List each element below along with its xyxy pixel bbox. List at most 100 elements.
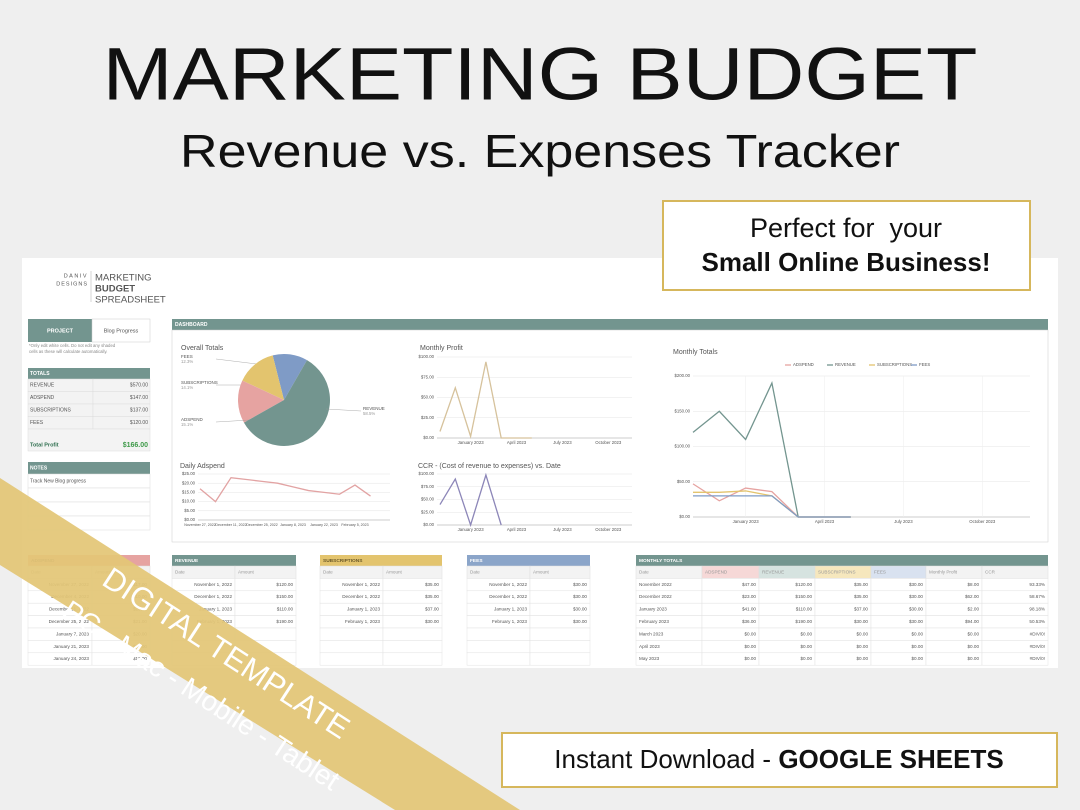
x-tick-label: December 25, 2022 xyxy=(246,523,278,527)
notes-row xyxy=(27,487,151,503)
table-cell-text: January 1, 2023 xyxy=(494,607,527,612)
table-cell-text: 98.18% xyxy=(1029,607,1045,612)
table-cell-text: March 2023 xyxy=(639,631,664,636)
table-cell-text: $35.00 xyxy=(854,582,868,587)
table-cell-text: $16.00 xyxy=(133,656,147,661)
y-tick-label: $100.00 xyxy=(674,444,690,449)
table-cell-text: December 25, 2022 xyxy=(49,619,90,624)
totals-value: $570.00 xyxy=(130,383,148,389)
footer-bold: GOOGLE SHEETS xyxy=(778,744,1003,774)
x-tick-label: January 2023 xyxy=(733,519,760,524)
page-title: MARKETING BUDGET xyxy=(103,33,978,116)
logo-brand: DANIV xyxy=(64,273,88,279)
table-cell-text: $30.00 xyxy=(909,619,923,624)
table-cell-text: February 2023 xyxy=(639,619,669,624)
x-tick-label: January 2023 xyxy=(458,527,485,532)
table-cell-text: $35.00 xyxy=(425,594,439,599)
table-cell-text: January 7, 2023 xyxy=(56,631,89,636)
table-cell xyxy=(529,640,591,654)
y-tick-label: $100.00 xyxy=(418,354,434,359)
x-tick-label: April 2023 xyxy=(507,527,527,532)
table-cell-text: $110.00 xyxy=(796,607,813,612)
line-series xyxy=(693,495,851,518)
table-cell-text: $8.00 xyxy=(968,582,980,587)
x-tick-label: April 2023 xyxy=(507,440,527,445)
table-cell-text: $150.00 xyxy=(276,594,293,599)
table-title-bar xyxy=(320,555,442,566)
logo-brand: DESIGNS xyxy=(56,281,88,287)
project-label: PROJECT xyxy=(47,328,74,334)
leader-line xyxy=(215,419,251,423)
table-cell-text: $47.00 xyxy=(742,582,756,587)
table-header: Date xyxy=(175,569,185,574)
table-header: Amount xyxy=(238,569,255,574)
slice-label: REVENUE xyxy=(363,406,385,411)
table-cell xyxy=(91,652,151,666)
table-cell-text: $36.00 xyxy=(742,619,756,624)
note-text: cells as these will calculate automatica… xyxy=(29,349,108,354)
table-cell-text: November 1, 2022 xyxy=(194,582,232,587)
table-cell-text: $0.00 xyxy=(801,644,813,649)
totals-value: $120.00 xyxy=(130,420,148,426)
table-cell xyxy=(466,640,531,654)
line-series xyxy=(439,361,532,439)
slice-value: 14.1% xyxy=(181,385,193,390)
table-cell-text: $190.00 xyxy=(795,619,812,624)
logo-text: BUDGET xyxy=(95,284,135,295)
y-tick-label: $75.00 xyxy=(421,484,435,489)
y-tick-label: $5.00 xyxy=(184,508,195,513)
table-cell xyxy=(466,627,531,641)
table-cell-text: $30.00 xyxy=(573,607,587,612)
totals-value: $137.00 xyxy=(130,408,148,414)
table-cell-text: December 2022 xyxy=(639,594,672,599)
x-tick-label: January 2023 xyxy=(458,440,485,445)
legend-label: REVENUE xyxy=(835,362,856,367)
table-cell xyxy=(466,652,531,666)
pie-slice xyxy=(272,354,307,400)
table-cell-text: $0.00 xyxy=(857,631,869,636)
totals-title: TOTALS xyxy=(30,371,50,377)
table-header: Date xyxy=(323,569,333,574)
badge-box xyxy=(662,200,1031,291)
table-cell-text: May 2023 xyxy=(639,656,660,661)
table-header: Date xyxy=(639,569,649,574)
totals-label: ADSPEND xyxy=(30,395,55,401)
badge-line: Perfect for your xyxy=(750,213,942,243)
table-cell-text: $120.00 xyxy=(276,582,293,587)
chart-title: Overall Totals xyxy=(181,345,224,352)
table-header: Amount xyxy=(533,569,550,574)
y-tick-label: $10.00 xyxy=(182,499,196,504)
badge-line: Small Online Business! xyxy=(702,247,991,277)
table-cell-text: January 24, 2023 xyxy=(53,656,89,661)
table-cell-text: November 1, 2022 xyxy=(489,582,527,587)
table-cell xyxy=(529,652,591,666)
y-tick-label: $150.00 xyxy=(674,408,690,413)
table-cell-text: $0.00 xyxy=(801,631,813,636)
table-cell-text: $30.00 xyxy=(573,619,587,624)
x-tick-label: July 2023 xyxy=(553,527,572,532)
table-cell-text: $0.00 xyxy=(912,631,924,636)
total-profit-row xyxy=(27,428,151,452)
table-cell-text: $62.00 xyxy=(965,594,979,599)
table-cell-text: $110.00 xyxy=(277,607,294,612)
footer-box xyxy=(501,732,1058,788)
y-tick-label: $75.00 xyxy=(421,374,435,379)
table-cell-text: 50.53% xyxy=(1029,619,1045,624)
table-header: Date xyxy=(470,569,480,574)
table-cell-text: $0.00 xyxy=(801,656,813,661)
table-cell-text: $150.00 xyxy=(795,594,812,599)
table-cell-text: December 11, 2022 xyxy=(49,607,89,612)
table-cell-text: #DIV/0! xyxy=(1030,656,1045,661)
y-tick-label: $25.00 xyxy=(421,509,435,514)
table-cell-text: December 1, 2022 xyxy=(489,594,527,599)
table-cell-text: December 1, 2022 xyxy=(194,594,232,599)
y-tick-label: $50.00 xyxy=(421,497,435,502)
line-series xyxy=(199,476,371,503)
table-title: REVENUE xyxy=(175,558,199,564)
y-tick-label: $25.00 xyxy=(182,471,196,476)
notes-title-bar xyxy=(28,462,150,474)
table-cell xyxy=(382,640,443,654)
legend-label: SUBSCRIPTIONS xyxy=(877,362,912,367)
table-cell-text: January 1, 2023 xyxy=(199,607,232,612)
